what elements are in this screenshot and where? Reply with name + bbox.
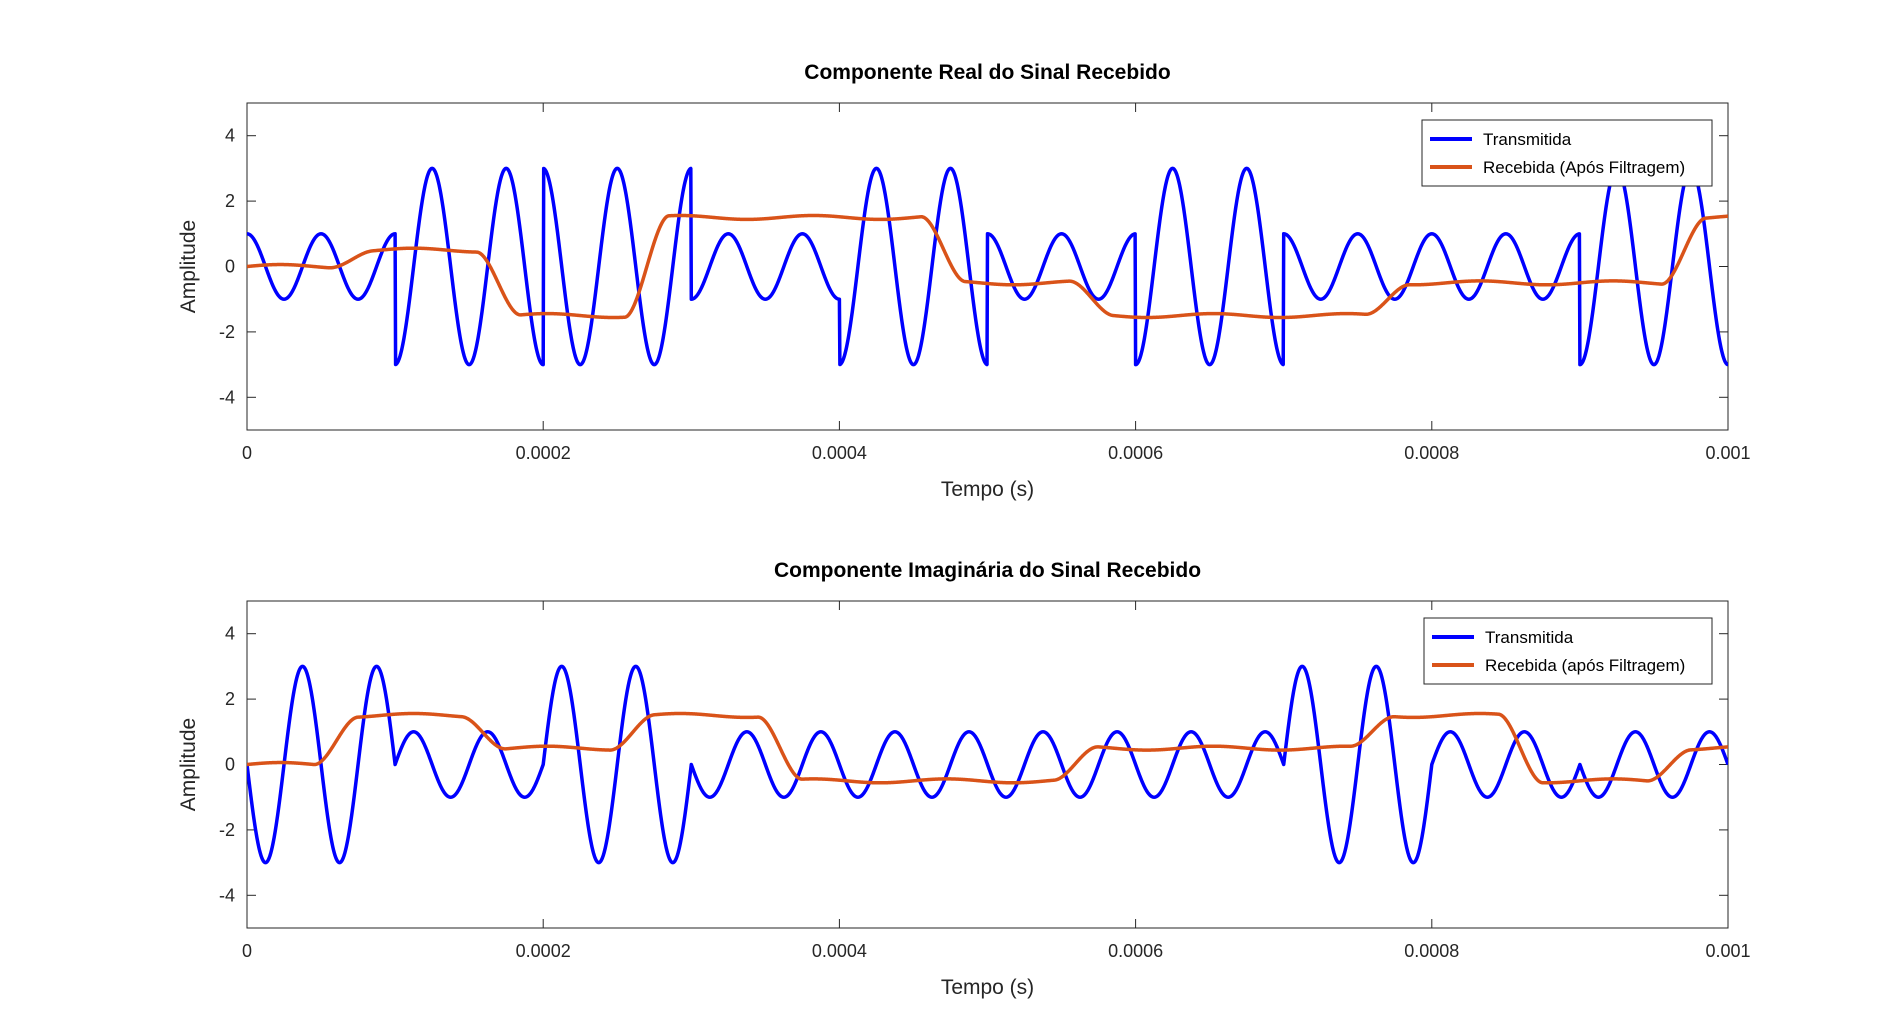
x-tick-label: 0.001 <box>1705 941 1750 961</box>
x-tick-label: 0.001 <box>1705 443 1750 463</box>
chart-title: Componente Imaginária do Sinal Recebido <box>774 559 1201 582</box>
series-line-transmitida <box>247 664 1728 865</box>
x-tick-label: 0.0008 <box>1404 443 1459 463</box>
x-tick-label: 0.0004 <box>812 941 867 961</box>
x-tick-label: 0.0006 <box>1108 941 1163 961</box>
chart-panel-2: Componente Imaginária do Sinal Recebido 0… <box>177 559 1751 999</box>
x-tick-label: 0 <box>242 941 252 961</box>
y-tick-label: 2 <box>225 689 235 709</box>
series-line-transmitida <box>247 166 1728 367</box>
y-axis-label: Amplitude <box>177 220 200 313</box>
x-tick-label: 0 <box>242 443 252 463</box>
x-tick-label: 0.0002 <box>516 941 571 961</box>
x-tick-label: 0.0006 <box>1108 443 1163 463</box>
legend: Transmitida Recebida (Após Filtragem) <box>1421 119 1713 187</box>
y-tick-label: -2 <box>219 820 235 840</box>
x-tick-label: 0.0008 <box>1404 941 1459 961</box>
legend-entry: Recebida (após Filtragem) <box>1485 656 1685 675</box>
y-tick-label: 2 <box>225 191 235 211</box>
y-tick-label: 0 <box>225 755 235 775</box>
x-axis-label: Tempo (s) <box>941 478 1034 501</box>
y-tick-label: 4 <box>225 126 235 146</box>
legend-box <box>1423 617 1713 685</box>
legend: Transmitida Recebida (após Filtragem) <box>1423 617 1713 685</box>
y-tick-label: 0 <box>225 257 235 277</box>
legend-box <box>1421 119 1713 187</box>
x-tick-label: 0.0004 <box>812 443 867 463</box>
chart-title: Componente Real do Sinal Recebido <box>804 61 1170 84</box>
y-tick-label: 4 <box>225 624 235 644</box>
x-tick-label: 0.0002 <box>516 443 571 463</box>
y-tick-label: -4 <box>219 387 235 407</box>
legend-entry: Transmitida <box>1483 130 1572 149</box>
series-line-recebida <box>247 213 1728 320</box>
y-tick-label: -2 <box>219 322 235 342</box>
y-axis-label: Amplitude <box>177 718 200 811</box>
legend-entry: Transmitida <box>1485 628 1574 647</box>
y-tick-label: -4 <box>219 885 235 905</box>
x-axis-label: Tempo (s) <box>941 976 1034 999</box>
series-line-recebida <box>247 711 1728 785</box>
legend-entry: Recebida (Após Filtragem) <box>1483 158 1685 177</box>
chart-panel-1: Componente Real do Sinal Recebido 0 0.0002… <box>177 61 1751 501</box>
